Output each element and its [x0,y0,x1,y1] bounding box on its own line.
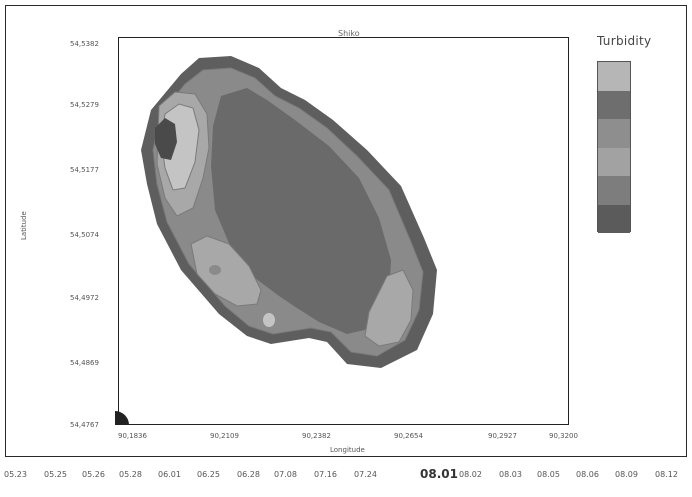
turbidity-contour-map [141,56,437,368]
x-axis-label: Longitude [330,446,365,454]
y-tick-label: 54,5177 [70,166,99,174]
timeline-date[interactable]: 07.08 [274,470,297,479]
timeline-date[interactable]: 06.28 [237,470,260,479]
legend-swatch [598,176,630,205]
y-axis-label: Latitude [20,211,28,240]
origin-marker-icon [115,411,129,425]
timeline-date[interactable]: 06.25 [197,470,220,479]
plot-area[interactable] [118,37,569,425]
x-tick-label: 90,2654 [394,432,423,440]
contour-small-spot [263,313,275,327]
timeline-date[interactable]: 08.06 [576,470,599,479]
x-tick-label: 90,2382 [302,432,331,440]
timeline-date[interactable]: 08.12 [655,470,678,479]
timeline-date[interactable]: 07.24 [354,470,377,479]
contour-core [211,88,391,334]
x-tick-label: 90,2927 [488,432,517,440]
turbidity-legend [597,61,631,233]
legend-title: Turbidity [597,34,652,48]
legend-swatch [598,90,630,119]
y-tick-label: 54,5382 [70,40,99,48]
y-tick-label: 54,4869 [70,359,99,367]
legend-swatch [598,119,630,148]
x-tick-label: 90,2109 [210,432,239,440]
timeline-date[interactable]: 08.05 [537,470,560,479]
timeline-date[interactable]: 05.26 [82,470,105,479]
timeline-date[interactable]: 06.01 [158,470,181,479]
timeline-date-selected[interactable]: 08.01 [420,467,458,481]
contour-lower-lobe [190,235,262,307]
y-tick-label: 54,4972 [70,294,99,302]
y-tick-label: 54,5279 [70,101,99,109]
timeline-date[interactable]: 08.03 [499,470,522,479]
legend-swatch [598,62,630,91]
contour-hot-spot [155,118,177,160]
y-tick-label: 54,4767 [70,421,99,429]
legend-swatch [598,147,630,176]
timeline-date[interactable]: 08.09 [615,470,638,479]
timeline-date[interactable]: 05.23 [4,470,27,479]
y-tick-label: 54,5074 [70,231,99,239]
plot-title: Shiko [338,29,360,38]
timeline-date[interactable]: 05.25 [44,470,67,479]
contour-small-spot [209,265,221,275]
legend-swatch [598,204,630,233]
x-tick-label: 90,1836 [118,432,147,440]
contour-right-lobe [364,269,414,347]
x-tick-label: 90,3200 [549,432,578,440]
timeline-date[interactable]: 05.28 [119,470,142,479]
timeline-bar: 05.23 05.25 05.26 05.28 06.01 06.25 06.28 07.08… [0,467,692,490]
timeline-date[interactable]: 07.16 [314,470,337,479]
timeline-date[interactable]: 08.02 [459,470,482,479]
